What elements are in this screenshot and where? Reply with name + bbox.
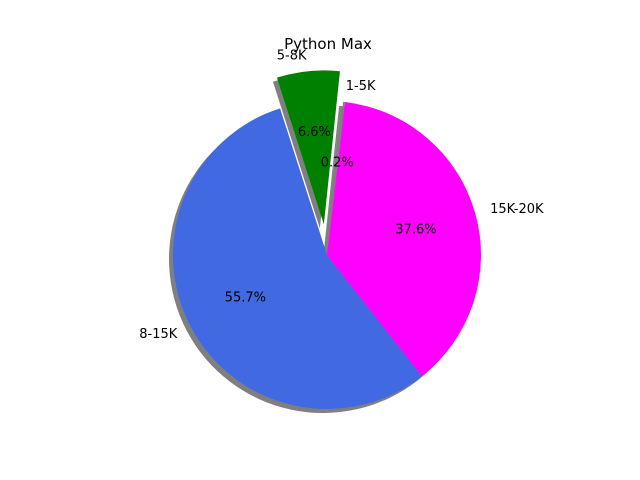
slice-label-15k-20k: 15K-20K	[490, 202, 544, 217]
percent-label-8-15k: 55.7%	[225, 291, 266, 306]
slice-1-5k	[327, 101, 346, 255]
percent-label-15k-20k: 37.6%	[395, 223, 436, 238]
slice-shadow-1-5k	[323, 105, 342, 259]
slice-label-5-8k: 5-8K	[277, 48, 307, 63]
slice-label-8-15k: 8-15K	[139, 327, 178, 342]
slice-5-8k	[276, 70, 340, 225]
chart-title: Python Max	[284, 35, 372, 53]
percent-label-1-5k: 0.2%	[321, 156, 354, 171]
slice-8-15k	[172, 108, 422, 409]
slice-label-1-5k: 1-5K	[346, 79, 376, 94]
label-layer: 5-8K 6.6% 8-15K 55.7% 15K-20K 37.6% 1-5K 0.2%	[139, 48, 544, 341]
slice-15k-20k	[327, 102, 481, 377]
percent-label-5-8k: 6.6%	[298, 125, 331, 140]
wedge-layer	[172, 70, 481, 409]
